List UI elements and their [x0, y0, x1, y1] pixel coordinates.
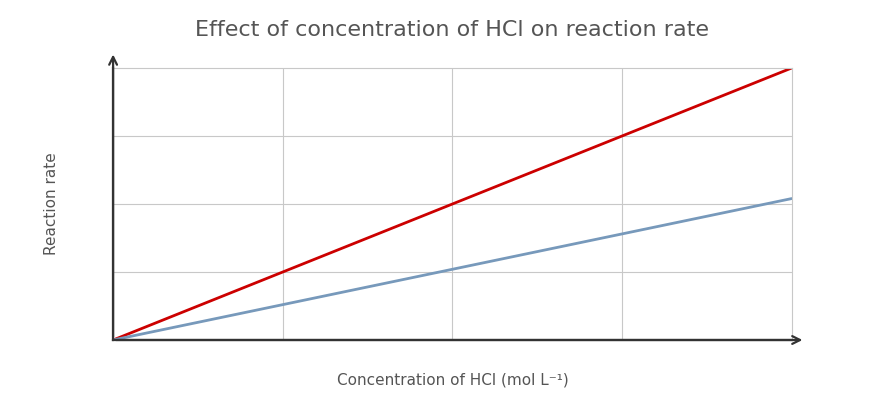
Text: Effect of concentration of HCl on reaction rate: Effect of concentration of HCl on reacti…	[196, 20, 708, 40]
Text: Concentration of HCl (mol L⁻¹): Concentration of HCl (mol L⁻¹)	[336, 373, 567, 388]
Text: Reaction rate: Reaction rate	[43, 153, 59, 255]
